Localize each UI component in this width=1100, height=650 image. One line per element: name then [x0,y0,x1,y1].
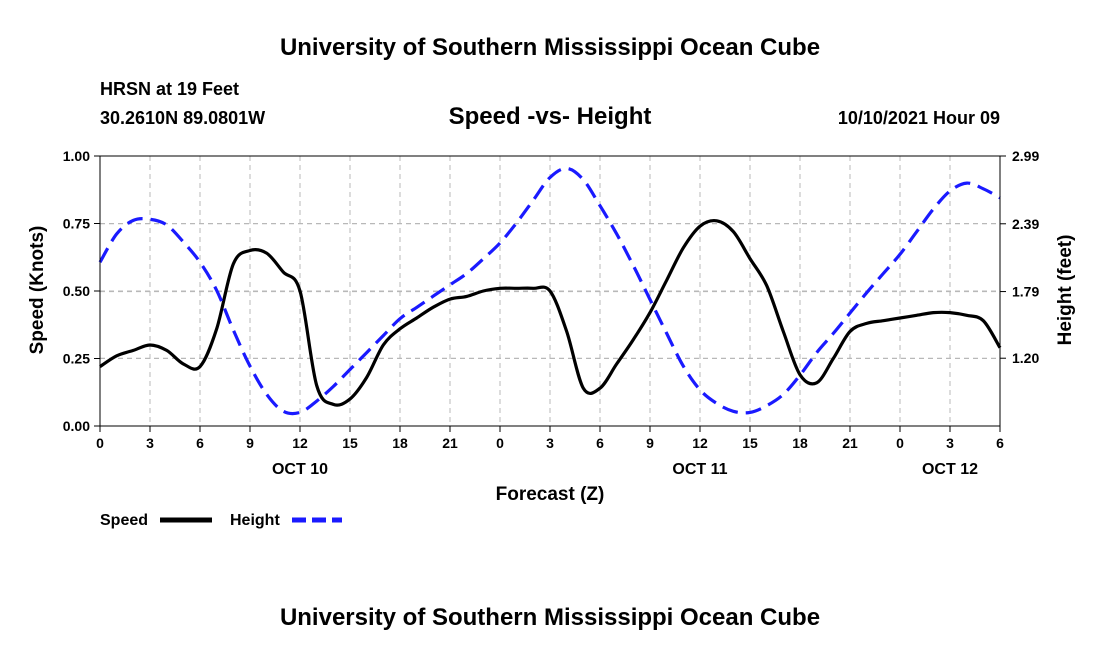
x-tick-label: 6 [996,435,1004,451]
main-title: University of Southern Mississippi Ocean… [280,34,820,61]
chart-title: Speed -vs- Height [449,103,652,130]
y-tick-label: 0.75 [63,216,90,232]
x-tick-label: 3 [146,435,154,451]
x-tick-label: 12 [292,435,308,451]
tick-labels: 0 3 6 9 12 15 18 21 0 3 6 9 12 15 18 21 0 3 6 OCT 10 OCT 11 O… [63,148,1040,478]
grid-lines [100,156,1000,426]
x-tick-label: 0 [496,435,504,451]
x-tick-label: 0 [896,435,904,451]
x-tick-label: 9 [246,435,254,451]
x-tick-label: 3 [546,435,554,451]
y2-tick-label: 1.79 [1012,284,1039,300]
series-lines [98,166,1002,416]
datetime-label: 10/10/2021 Hour 09 [838,108,1000,128]
legend: Speed Height [100,512,342,529]
height-series-line [98,166,1001,416]
y-tick-label: 1.00 [63,148,90,164]
x-tick-label: 6 [196,435,204,451]
station-label: HRSN at 19 Feet [100,79,239,99]
x-tick-label: 15 [742,435,758,451]
legend-height-label: Height [230,512,280,529]
footer-title: University of Southern Mississippi Ocean… [280,604,820,631]
x-tick-label: 12 [692,435,708,451]
date-label: OCT 11 [672,461,727,478]
x-tick-label: 6 [596,435,604,451]
x-tick-label: 21 [442,435,458,451]
speed-series-line [99,218,1002,407]
y2-tick-label: 2.99 [1012,148,1039,164]
x-tick-label: 21 [842,435,858,451]
date-label: OCT 12 [922,461,978,478]
x-tick-label: 3 [946,435,954,451]
x-tick-label: 9 [646,435,654,451]
y2-tick-label: 2.39 [1012,216,1039,232]
x-tick-label: 15 [342,435,358,451]
legend-speed-label: Speed [100,512,148,529]
y-axis-label: Speed (Knots) [27,226,48,355]
coords-label: 30.2610N 89.0801W [100,108,265,128]
axes [94,155,1006,432]
y-tick-label: 0.50 [63,283,90,299]
date-label: OCT 10 [272,461,328,478]
y2-axis-label: Height (feet) [1055,235,1076,346]
y-tick-label: 0.00 [63,418,90,434]
x-tick-label: 18 [792,435,808,451]
x-tick-label: 0 [96,435,104,451]
x-axis-label: Forecast (Z) [496,484,605,505]
y-tick-label: 0.25 [63,351,90,367]
x-tick-label: 18 [392,435,408,451]
y2-tick-label: 1.20 [1012,350,1039,366]
